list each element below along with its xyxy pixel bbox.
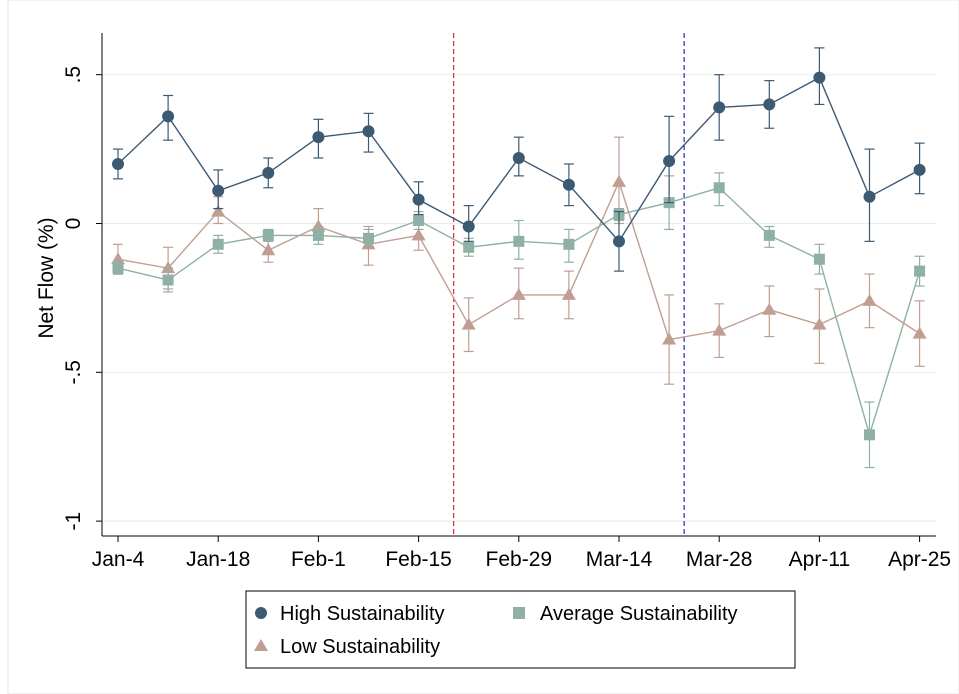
legend-marker-low [254,639,268,651]
data-point [112,157,124,170]
data-point [713,182,725,194]
data-point [713,101,726,114]
data-point [563,238,575,250]
legend-marker-high [255,607,267,619]
data-point [311,219,326,232]
series-layer [111,47,927,469]
data-point [161,261,176,274]
data-point [212,184,225,197]
x-tick-label: Mar-28 [686,548,753,571]
data-point [763,98,776,111]
data-point [463,241,475,253]
legend-box [245,590,796,669]
data-point [762,302,777,315]
data-point [462,220,475,233]
data-point [261,243,276,256]
data-point [513,235,525,247]
data-point [863,190,876,203]
data-point [112,262,124,274]
data-point [312,131,325,144]
data-point [312,229,324,241]
x-tick-label: Feb-1 [291,548,346,571]
series-circle [112,47,926,272]
legend-label-low: Low Sustainability [280,636,440,658]
grid-lines [102,74,936,522]
legend: High Sustainability Average Sustainabili… [245,590,796,669]
data-point [813,253,825,265]
reference-lines [453,33,685,536]
data-point [362,125,375,138]
data-point [864,429,875,441]
y-tick-label: -1 [62,512,85,531]
y-tick-label: -.5 [62,360,85,385]
x-tick-label: Feb-29 [486,548,553,571]
data-point [412,193,425,206]
data-point [262,166,275,179]
data-point [862,293,877,306]
x-tick-label: Mar-14 [586,548,653,571]
data-point [262,229,274,241]
data-point [461,317,476,330]
x-tick-label: Jan-4 [92,548,145,571]
y-tick-label: .5 [62,66,85,84]
data-point [212,238,224,250]
data-point [162,110,175,123]
data-point [413,215,425,227]
data-point [663,154,676,167]
data-point [914,265,926,277]
data-point [511,287,526,300]
data-point [712,323,727,336]
x-tick-label: Jan-18 [186,548,250,571]
data-point [813,71,826,84]
data-point [512,152,525,165]
data-point [612,174,626,187]
data-point [662,332,677,345]
data-point [763,229,775,241]
data-point [411,228,426,241]
y-tick-label: 0 [62,218,85,230]
y-axis-label: Net Flow (%) [35,217,58,338]
data-point [562,178,575,191]
data-point [363,232,374,244]
data-point [812,317,827,330]
data-point [211,204,226,217]
x-tick-label: Feb-15 [385,548,452,571]
data-point [613,235,625,248]
legend-marker-average [513,607,525,619]
data-point [561,287,576,300]
legend-label-average: Average Sustainability [540,603,738,625]
legend-label-high: High Sustainability [280,603,445,625]
axes: .5 0 -.5 -1 Jan-4 Jan-18 Feb-1 Feb-15 Feb-29 Mar-… [62,33,951,571]
x-tick-label: Apr-11 [789,548,850,571]
data-point [913,163,926,176]
x-tick-label: Apr-25 [888,548,951,571]
data-point [162,274,174,286]
data-point [111,252,125,265]
data-point [912,326,927,339]
